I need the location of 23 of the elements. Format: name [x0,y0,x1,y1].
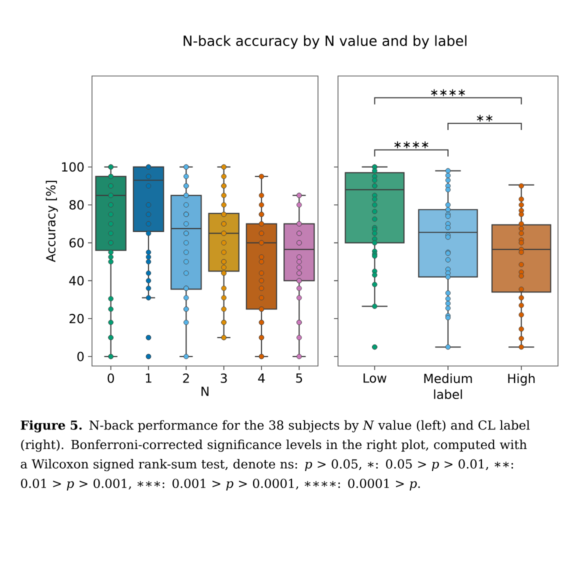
y-tick-label: 60 [70,238,84,248]
x-tick-label: 0 [108,374,114,383]
x-axis-title: N [202,386,208,396]
x-axis-title: label [434,389,462,400]
chart-title: N-back accuracy by N value and by label [184,35,466,49]
annotation: ∗∗ [476,114,492,122]
y-tick-label: 0 [77,352,84,362]
annotation: ∗∗∗∗ [394,141,428,148]
x-tick-label: High [508,374,535,386]
x-tick-label: 1 [146,374,152,383]
y-tick-label: 80 [69,200,84,210]
x-tick-label: 2 [183,374,189,383]
y-tick-label: 100 [62,162,84,172]
x-tick-label: Medium [424,374,472,384]
y-axis-title: Accuracy [%] [46,180,58,262]
text: Figure 5. N-back performance for the 38 subjects by N value (left) and CL label (right). Bonferroni-corrected significance levels in the right plot, computed with a Wilcoxon signed rank-sum test, denote ns: p > 0.05, ∗: 0.05 > p > 0.01, ∗∗: 0.01 > p > 0.001, ∗∗∗: 0.001 > p > 0.0001, ∗∗∗∗: 0.0001 > p. [20,420,530,490]
y-tick-label: 20 [70,314,84,324]
annotation: ∗∗∗∗ [431,89,465,96]
x-tick-label: Low [364,374,386,383]
x-tick-label: 5 [296,374,302,383]
x-tick-label: 3 [220,374,227,383]
y-tick-label: 40 [69,276,84,286]
x-tick-label: 4 [258,374,265,383]
